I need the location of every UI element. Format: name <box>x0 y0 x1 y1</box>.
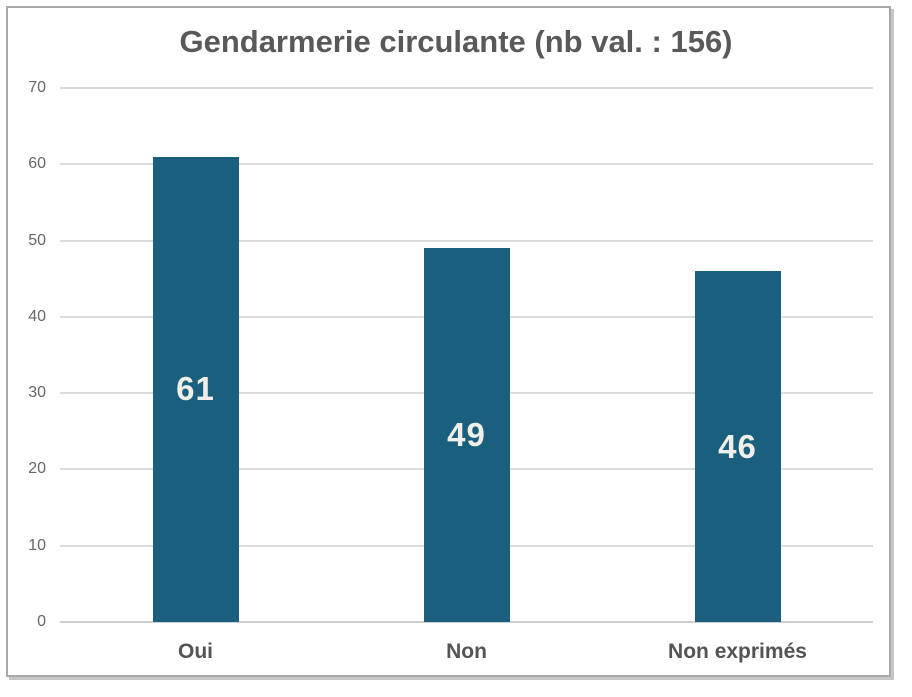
x-axis-line <box>60 621 873 623</box>
chart-title: Gendarmerie circulante (nb val. : 156) <box>179 24 733 59</box>
bar-value-label: 49 <box>447 416 486 454</box>
y-axis-tick-label: 60 <box>28 155 46 173</box>
y-axis-tick-label: 70 <box>28 79 46 96</box>
y-axis-tick-label: 40 <box>28 307 46 325</box>
gridline <box>60 87 873 89</box>
x-axis-category-label: Oui <box>178 640 213 663</box>
x-axis-category-label: Non <box>446 640 487 663</box>
bar-Non: 49 <box>423 248 510 622</box>
bar-Oui: 61 <box>152 156 239 622</box>
y-axis-tick-label: 20 <box>28 460 46 478</box>
x-axis-category-label: Non exprimés <box>668 640 807 663</box>
gridline <box>60 239 873 242</box>
gridline <box>60 163 873 166</box>
bar-Non exprimés: 46 <box>694 271 781 622</box>
y-axis-tick-label: 30 <box>28 384 46 402</box>
bar-value-label: 46 <box>718 427 757 465</box>
y-axis-tick-label: 0 <box>37 613 46 630</box>
y-axis-tick-label: 10 <box>28 536 46 554</box>
y-axis-tick-label: 50 <box>28 231 46 249</box>
bar-value-label: 61 <box>176 370 215 408</box>
